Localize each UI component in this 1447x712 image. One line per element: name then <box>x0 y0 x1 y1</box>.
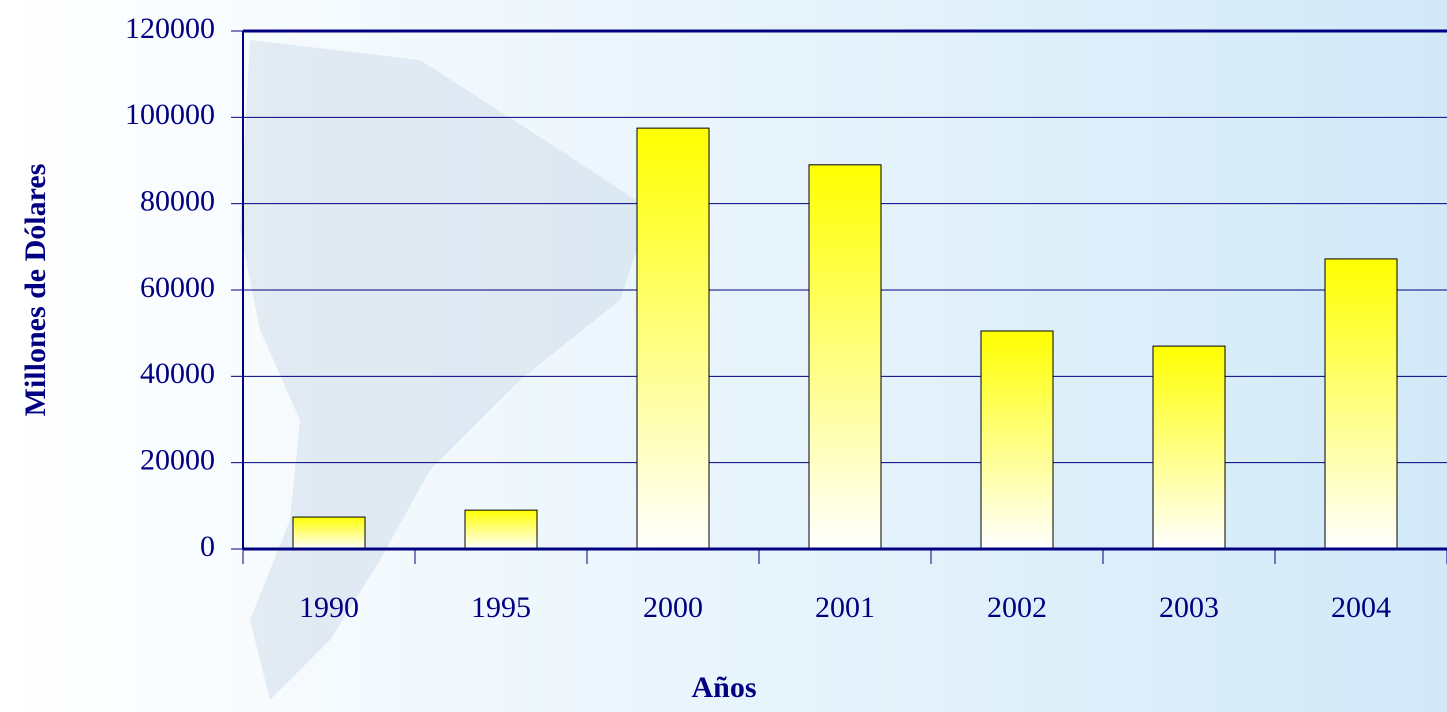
bar <box>464 509 538 550</box>
bar <box>1324 258 1398 550</box>
x-axis-title: Años <box>691 671 756 704</box>
y-tick-label: 100000 <box>125 98 215 131</box>
y-tick-label: 60000 <box>140 271 215 304</box>
y-tick-label: 40000 <box>140 357 215 390</box>
y-tick-label: 120000 <box>125 12 215 45</box>
x-tick-label: 2001 <box>815 591 875 624</box>
y-tick-label: 80000 <box>140 185 215 218</box>
bar <box>808 164 882 550</box>
bar <box>636 127 710 550</box>
bar <box>980 330 1054 550</box>
y-axis-title: Millones de Dólares <box>19 164 52 417</box>
bar <box>292 516 366 550</box>
x-tick-label: 2002 <box>987 591 1047 624</box>
x-tick-label: 2003 <box>1159 591 1219 624</box>
y-tick-label: 0 <box>200 530 215 563</box>
bar <box>1152 345 1226 550</box>
x-tick-label: 1995 <box>471 591 531 624</box>
y-tick-label: 20000 <box>140 444 215 477</box>
x-tick-label: 1990 <box>299 591 359 624</box>
x-tick-label: 2004 <box>1331 591 1391 624</box>
x-tick-label: 2000 <box>643 591 703 624</box>
